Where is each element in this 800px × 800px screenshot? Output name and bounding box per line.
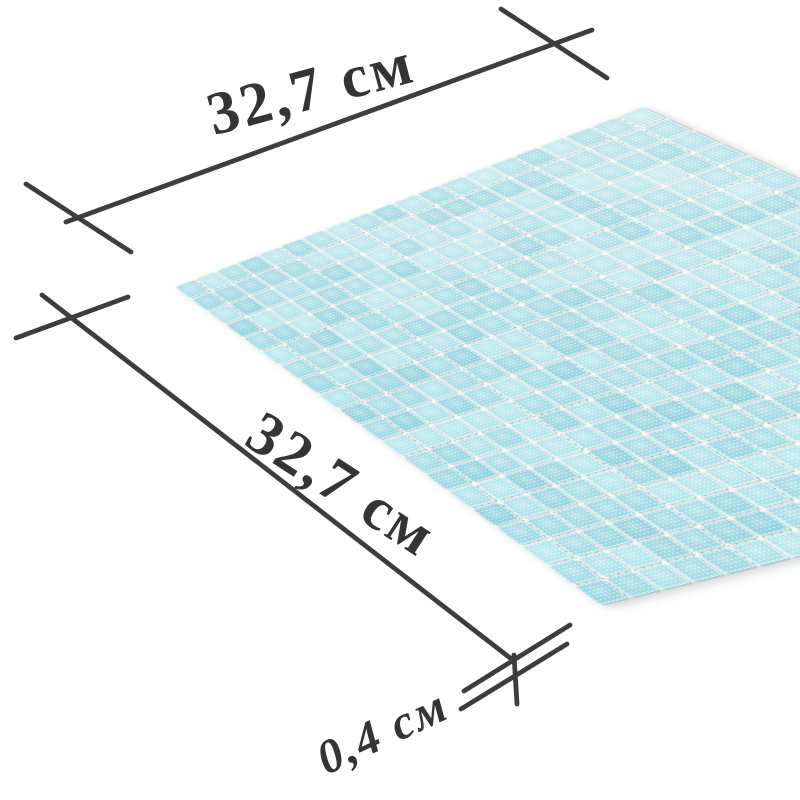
thickness-dimension: 0,4 см: [309, 622, 573, 785]
depth-dimension-tick-start: [13, 294, 131, 341]
mosaic-sheet-image: [175, 106, 800, 606]
thickness-upper-edge-line: [461, 622, 573, 694]
thickness-lower-edge-line: [458, 641, 570, 712]
thickness-dimension-label: 0,4 см: [309, 679, 457, 785]
width-dimension-tick-end: [498, 6, 610, 81]
width-dimension-label: 32,7 см: [200, 29, 422, 148]
width-dimension-tick-start: [23, 181, 134, 255]
thickness-tick: [511, 652, 520, 707]
